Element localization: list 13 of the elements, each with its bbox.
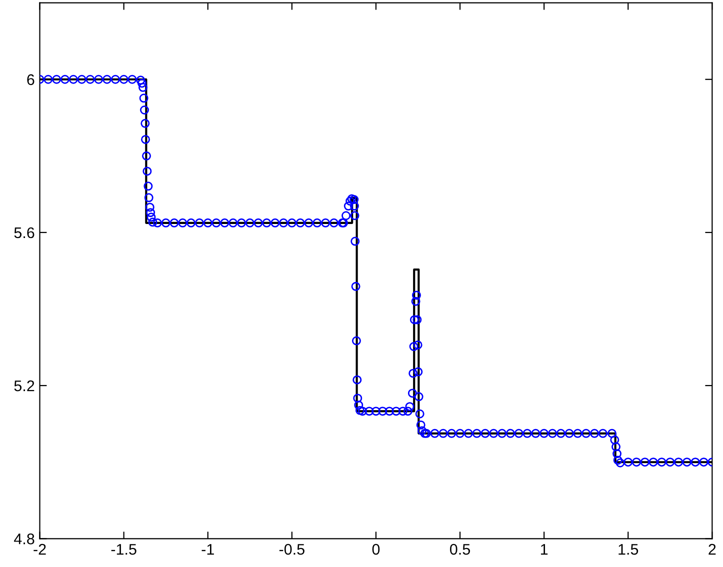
x-tick-label: 0.5 xyxy=(450,544,470,555)
y-tick-label: 6 xyxy=(27,74,34,86)
x-tick-label: 1 xyxy=(540,544,548,555)
x-tick-label: -1 xyxy=(202,544,214,555)
x-tick-label: -0.5 xyxy=(279,544,304,555)
y-tick-label: 5.2 xyxy=(14,380,34,392)
y-tick-label: 4.8 xyxy=(14,534,34,544)
x-tick-label: -1.5 xyxy=(111,544,136,555)
x-tick-label: -2 xyxy=(34,544,46,555)
x-tick-label: 0 xyxy=(372,544,380,555)
x-tick-label: 1.5 xyxy=(618,544,638,555)
y-tick-label: 5.6 xyxy=(14,227,34,238)
x-tick-label: 2 xyxy=(708,544,716,555)
